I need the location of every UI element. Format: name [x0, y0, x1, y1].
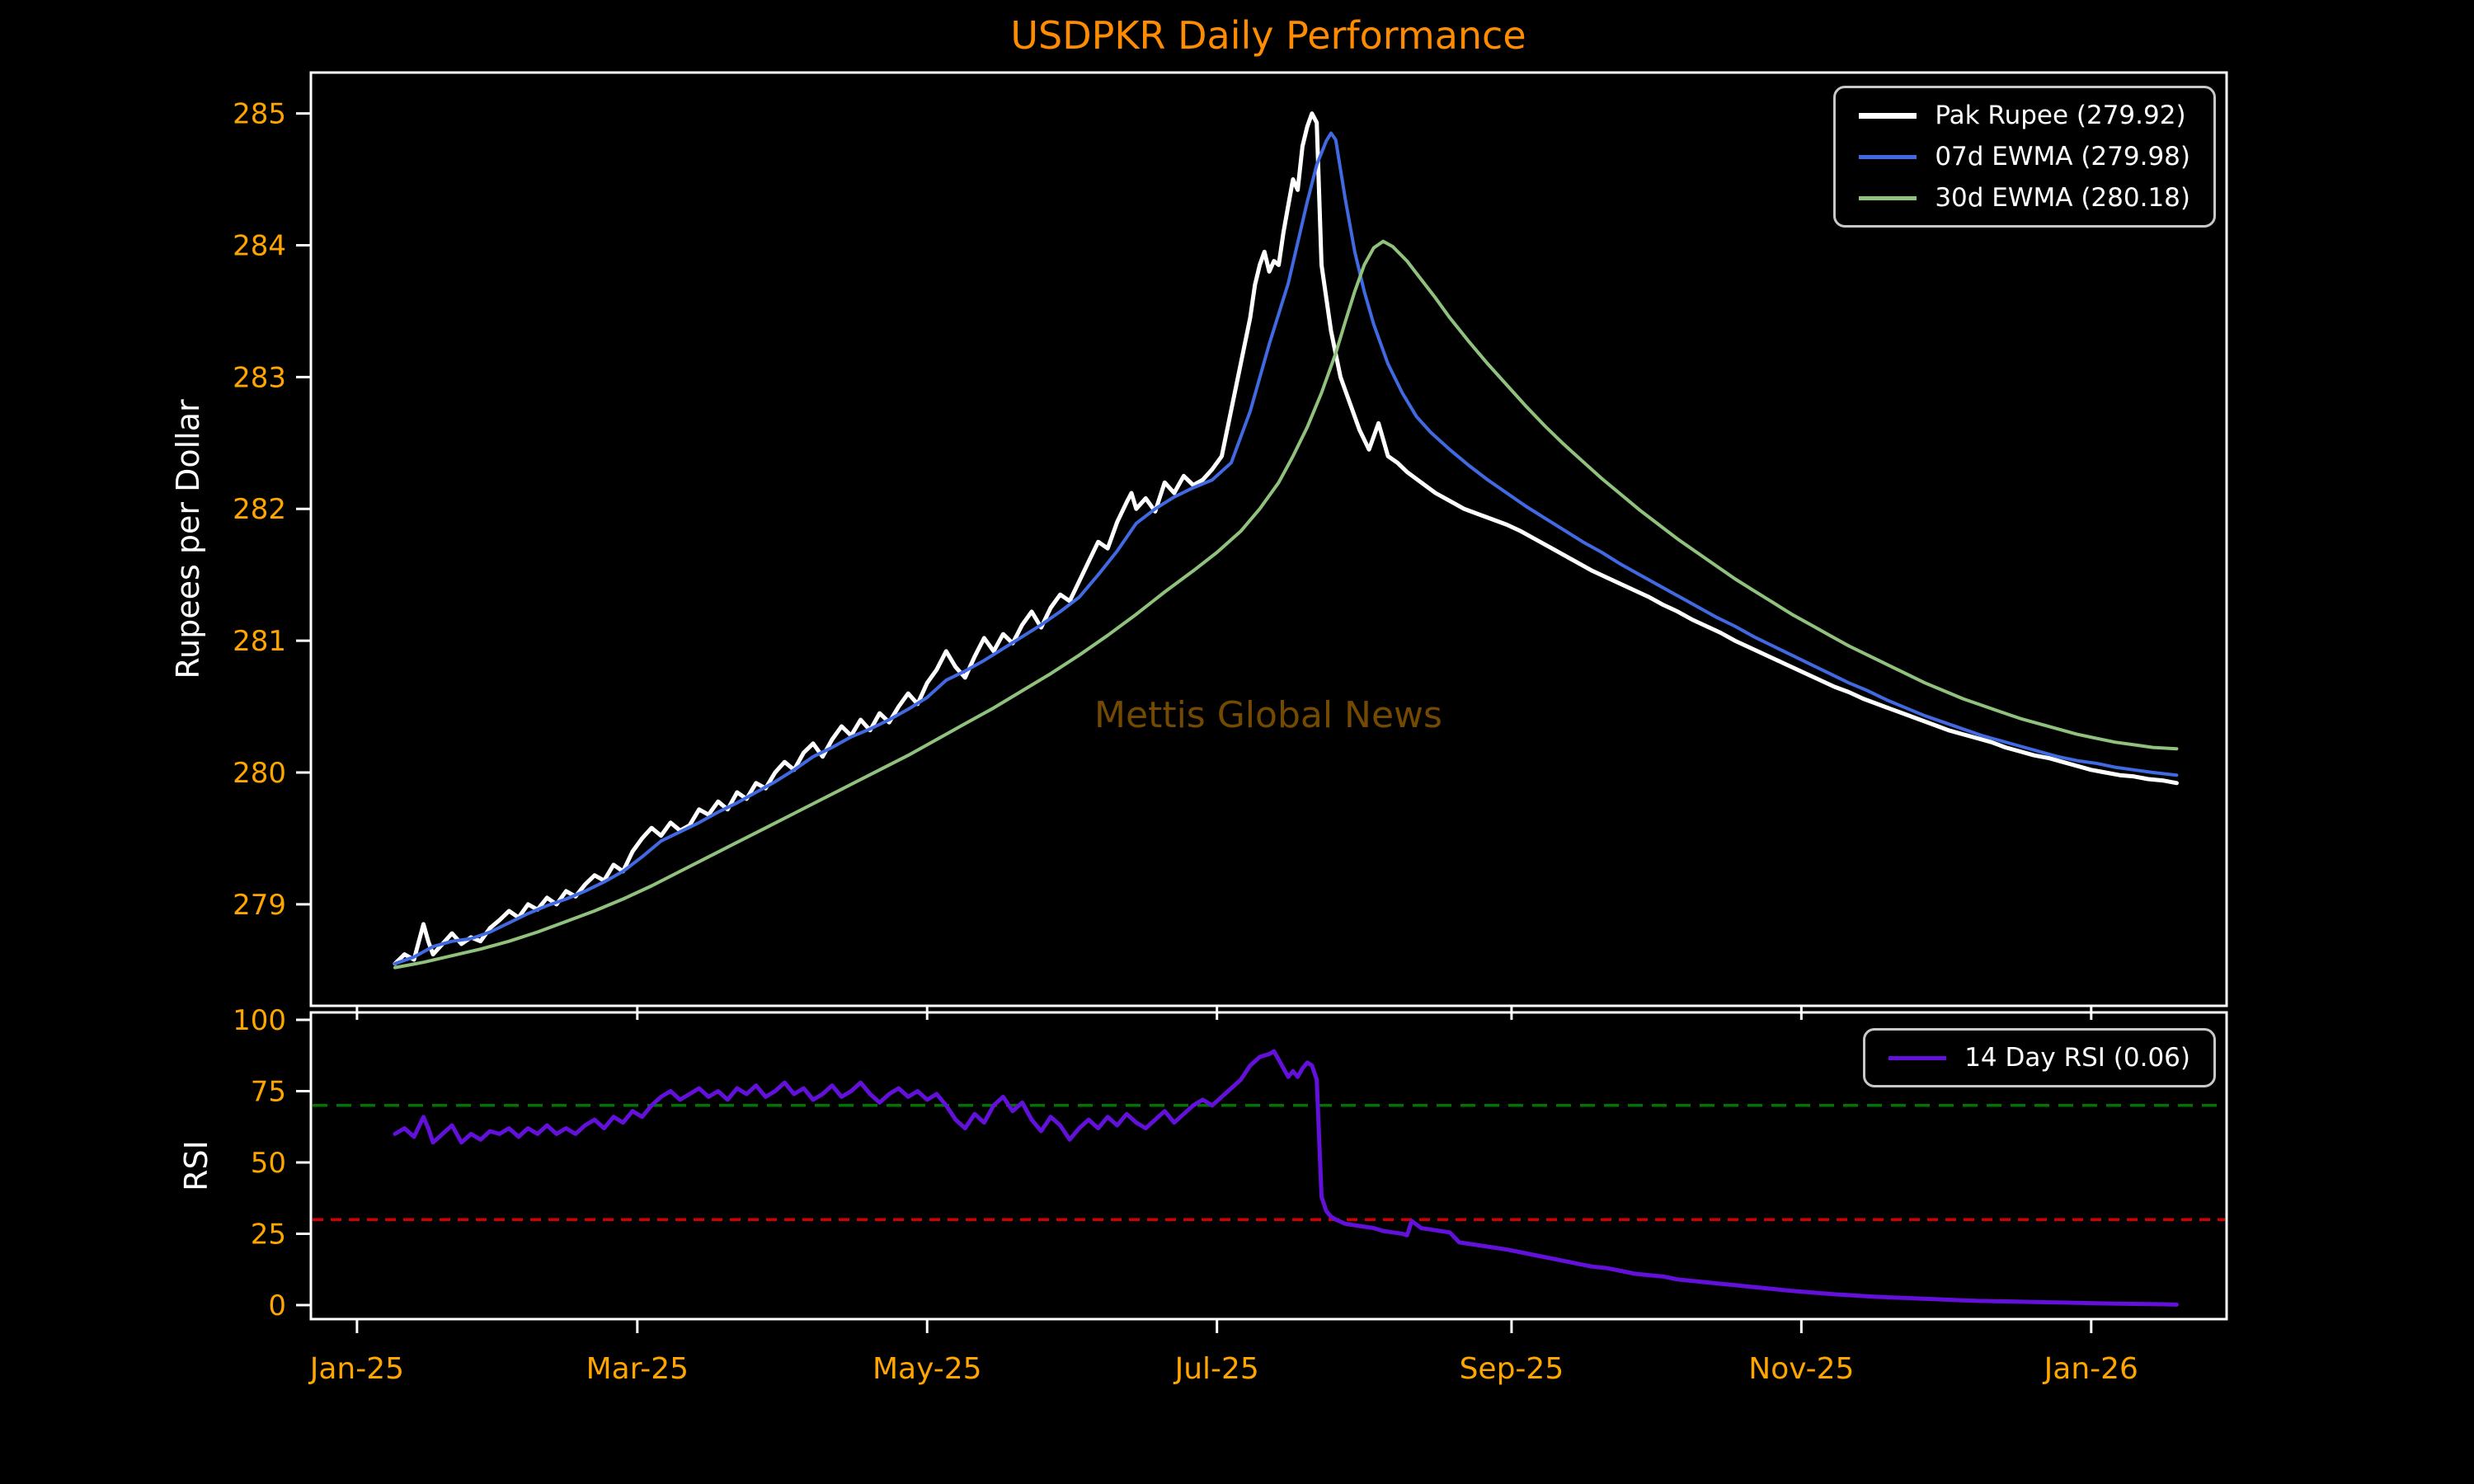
rsi-y-tick-label: 0: [268, 1289, 286, 1322]
price-y-tick-label: 282: [233, 493, 286, 526]
watermark: Mettis Global News: [1094, 694, 1442, 736]
legend-item-pak-rupee: Pak Rupee (279.92): [1859, 101, 2190, 129]
chart-title: USDPKR Daily Performance: [1010, 13, 1526, 58]
x-tick-label: Jan-26: [2043, 1352, 2138, 1386]
price-legend: Pak Rupee (279.92) 07d EWMA (279.98) 30d…: [1833, 86, 2216, 228]
legend-label: Pak Rupee (279.92): [1935, 101, 2186, 130]
x-tick-label: Jan-25: [308, 1352, 404, 1386]
07d-ewma-279-98-line: [393, 131, 2179, 965]
ewma07-line-swatch: [1859, 154, 1917, 159]
pak-rupee-line-swatch: [1859, 112, 1917, 119]
price-y-tick-label: 284: [233, 229, 286, 262]
price-y-tick-label: 281: [233, 625, 286, 658]
rsi-y-tick-label: 75: [251, 1076, 286, 1109]
price-y-tick-label: 285: [233, 98, 286, 131]
x-tick-label: Mar-25: [586, 1352, 689, 1386]
legend-item-ewma30: 30d EWMA (280.18): [1859, 184, 2190, 212]
pak-rupee-279-92-line: [393, 111, 2179, 966]
14-day-rsi-0-06-line: [393, 1049, 2179, 1307]
legend-label: 14 Day RSI (0.06): [1964, 1043, 2190, 1073]
price-y-tick-label: 283: [233, 361, 286, 394]
x-tick-label: May-25: [872, 1352, 982, 1386]
legend-item-rsi: 14 Day RSI (0.06): [1888, 1044, 2190, 1072]
rsi-y-tick-label: 25: [251, 1219, 286, 1252]
legend-item-ewma07: 07d EWMA (279.98): [1859, 143, 2190, 171]
price-panel-border: [309, 71, 2228, 1007]
rsi-y-tick-label: 100: [233, 1004, 286, 1037]
ewma30-line-swatch: [1859, 195, 1917, 200]
price-y-tick-label: 279: [233, 889, 286, 922]
price-axis-label: Rupees per Dollar: [170, 399, 206, 679]
rsi-axis-label: RSI: [178, 1140, 214, 1191]
rsi-y-tick-label: 50: [251, 1147, 286, 1180]
legend-label: 30d EWMA (280.18): [1935, 183, 2190, 214]
price-y-tick-label: 280: [233, 757, 286, 790]
rsi-panel-border: [309, 1011, 2228, 1321]
30d-ewma-280-18-line: [393, 239, 2179, 970]
x-tick-label: Sep-25: [1460, 1352, 1564, 1386]
x-tick-label: Jul-25: [1174, 1352, 1259, 1386]
rsi-line-swatch: [1888, 1055, 1947, 1060]
x-tick-label: Nov-25: [1748, 1352, 1854, 1386]
rsi-legend: 14 Day RSI (0.06): [1863, 1028, 2216, 1088]
legend-label: 07d EWMA (279.98): [1935, 142, 2190, 172]
